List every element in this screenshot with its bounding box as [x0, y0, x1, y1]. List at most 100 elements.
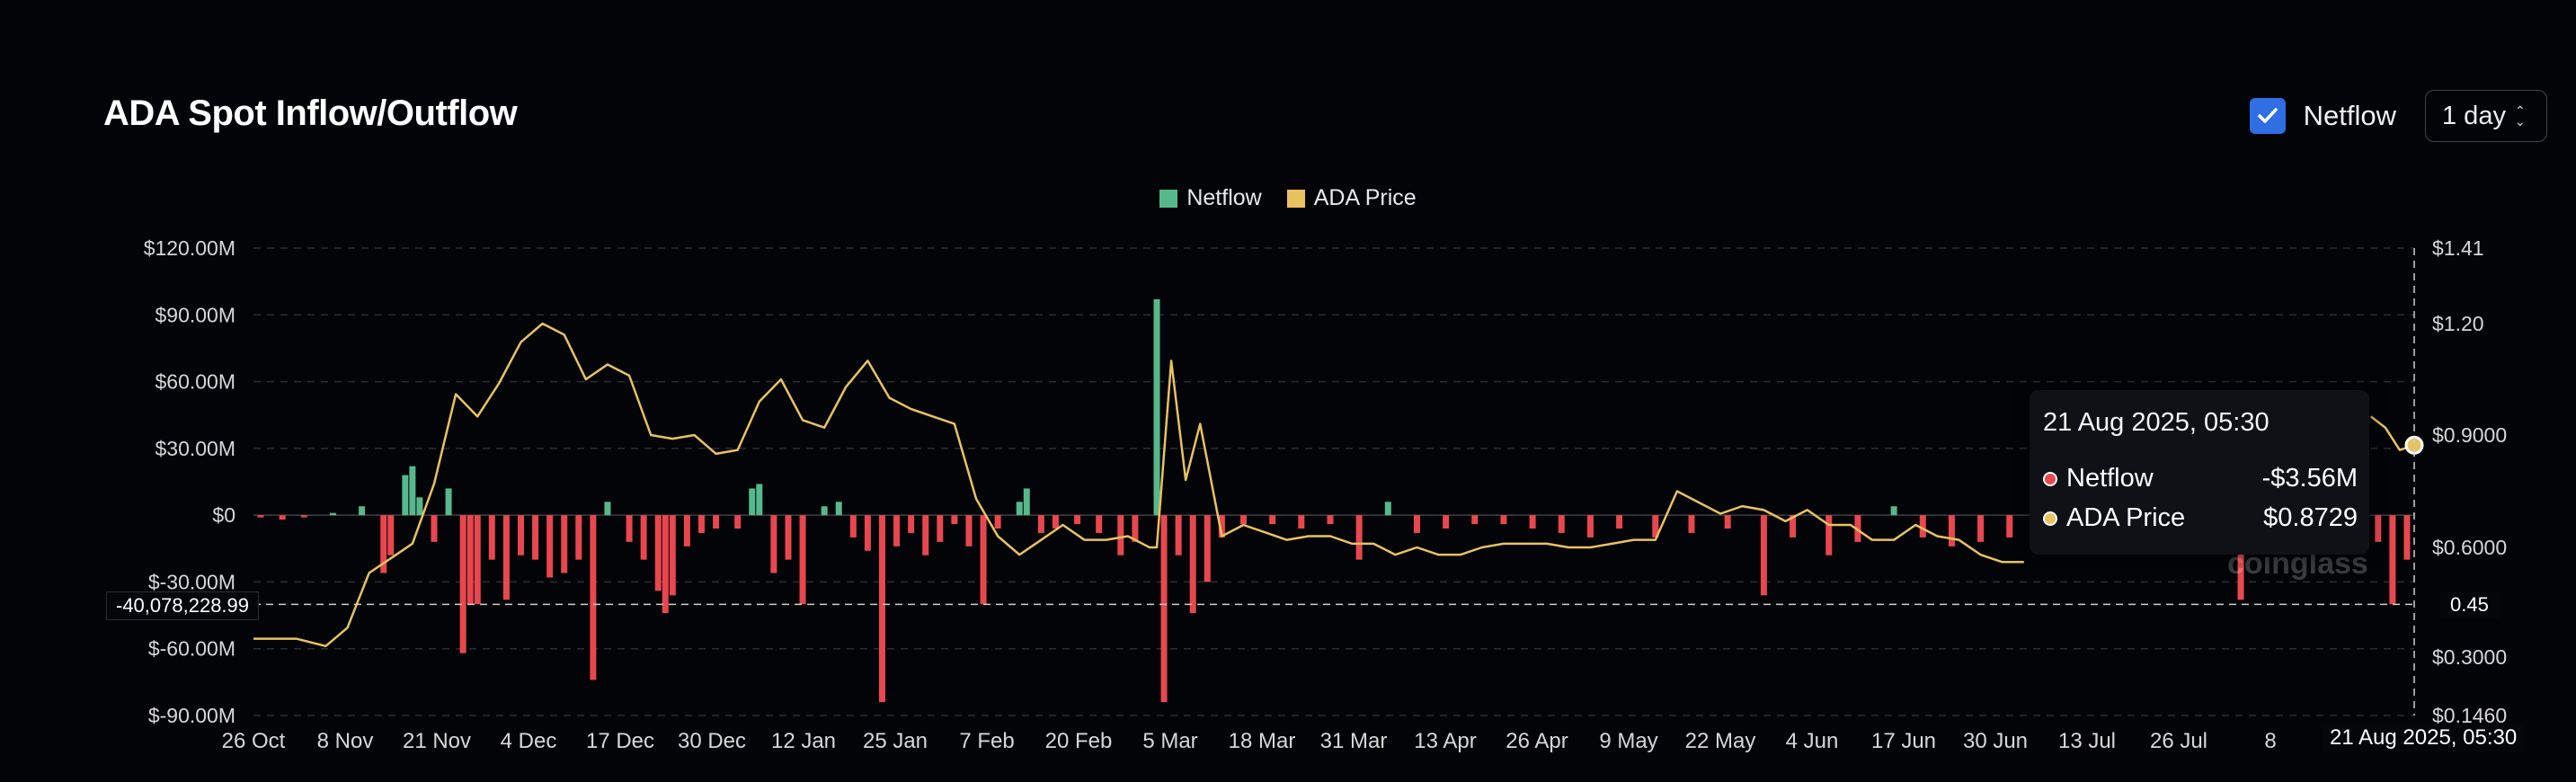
netflow-bar-negative [1652, 515, 1659, 538]
netflow-bar-negative [1977, 515, 1985, 542]
x-tick-label: 21 Nov [403, 729, 471, 753]
x-tick-label: 13 Apr [1414, 729, 1476, 753]
netflow-bar-negative [474, 515, 481, 605]
crosshair-y-label: -40,078,228.99 [106, 591, 260, 620]
netflow-bar-negative [1269, 515, 1276, 525]
x-tick-label: 30 Dec [678, 729, 746, 753]
netflow-bar-negative [626, 515, 633, 542]
legend-label-netflow: Netflow [1186, 185, 1262, 210]
tooltip-label-price: ADA Price [2066, 503, 2186, 532]
netflow-bar-negative [300, 515, 307, 518]
netflow-bar-negative [1298, 515, 1305, 529]
netflow-bar-negative [1074, 515, 1081, 525]
left-tick-label: $120.00M [144, 236, 235, 260]
netflow-bar-negative [1239, 515, 1247, 525]
netflow-bar-positive [749, 488, 756, 516]
netflow-bar-negative [654, 515, 662, 591]
netflow-bar-positive [416, 497, 423, 516]
tooltip-label-netflow: Netflow [2066, 464, 2154, 493]
netflow-bar-negative [532, 515, 539, 560]
netflow-bar-positive [1890, 506, 1897, 516]
netflow-bar-negative [669, 515, 676, 596]
netflow-bar-negative [1688, 515, 1695, 533]
netflow-bar-negative [734, 515, 742, 529]
netflow-checkbox[interactable] [2249, 98, 2286, 134]
left-tick-label: $30.00M [155, 437, 235, 460]
right-axis-ticks: $1.41 $1.20 $0.9000 $0.6000 $0.3000 $0.1460 [2432, 236, 2507, 727]
netflow-bar-negative [380, 515, 387, 573]
x-tick-label: 8 Nov [317, 729, 374, 753]
right-tick-label: $1.20 [2432, 312, 2484, 335]
netflow-bar-positive [1023, 488, 1030, 516]
netflow-bar-negative [922, 515, 929, 555]
netflow-bar-negative [1760, 515, 1767, 596]
legend-item-price[interactable]: ADA Price [1286, 185, 1417, 211]
netflow-bar-negative [965, 515, 973, 547]
netflow-bar-negative [1948, 515, 1955, 547]
right-tick-label: $0.1460 [2432, 704, 2507, 727]
netflow-bar-negative [994, 515, 1001, 529]
left-axis-ticks: $120.00M $90.00M $60.00M $30.00M $0 $-30.00M $… [144, 236, 235, 727]
netflow-bar-positive [1016, 502, 1023, 516]
netflow-bar-negative [937, 515, 944, 542]
netflow-bar-positive [445, 488, 452, 516]
netflow-bar-negative [2237, 515, 2244, 600]
tooltip-date: 21 Aug 2025, 05:30 [2043, 408, 2270, 437]
interval-select[interactable]: 1 day ⌃ ⌄ [2425, 90, 2547, 142]
chart-title: ADA Spot Inflow/Outflow [103, 93, 518, 133]
price-line-group [253, 322, 2424, 648]
netflow-bar-negative [1052, 515, 1059, 529]
netflow-bar-negative [257, 515, 264, 518]
netflow-bar-negative [279, 515, 286, 520]
left-tick-label: $-60.00M [148, 637, 235, 661]
right-tick-label: $1.41 [2432, 236, 2484, 260]
netflow-bar-negative [502, 515, 510, 600]
netflow-bar-negative [2375, 515, 2382, 542]
netflow-bar-negative [1854, 515, 1861, 542]
netflow-bar-negative [980, 515, 987, 605]
chart-controls: Netflow 1 day ⌃ ⌄ [2249, 90, 2547, 142]
left-tick-label: $0 [212, 503, 235, 527]
tooltip-dot-netflow [2043, 471, 2057, 486]
netflow-bar-negative [387, 515, 395, 555]
netflow-bar-positive [409, 466, 416, 516]
legend-item-netflow[interactable]: Netflow [1159, 185, 1262, 211]
netflow-bar-negative [1218, 515, 1225, 538]
netflow-bar-negative [1413, 515, 1420, 533]
netflow-bar-positive [821, 506, 828, 516]
left-tick-label: $60.00M [155, 370, 235, 394]
legend-label-price: ADA Price [1313, 185, 1417, 210]
netflow-bar-positive [329, 512, 336, 516]
left-tick-label: $90.00M [155, 303, 235, 326]
crosshair-price-label: 0.45 [2439, 591, 2500, 618]
x-axis-ticks: 26 Oct 8 Nov 21 Nov 4 Dec 17 Dec 30 Dec 12 Jan… [222, 729, 2277, 753]
tooltip-value-price: $0.8729 [2263, 503, 2358, 532]
interval-select-value: 1 day [2442, 101, 2506, 130]
netflow-bar-negative [431, 515, 438, 542]
legend-swatch-price [1286, 189, 1305, 208]
left-tick-label: $-30.00M [148, 570, 235, 593]
netflow-bar-negative [517, 515, 524, 555]
netflow-bars [253, 298, 2414, 703]
netflow-bar-negative [878, 515, 885, 703]
x-tick-label: 17 Jun [1871, 729, 1936, 753]
right-tick-label: $0.6000 [2432, 536, 2507, 559]
x-tick-label: 22 May [1685, 729, 1756, 753]
netflow-bar-negative [799, 515, 806, 605]
netflow-bar-negative [683, 515, 690, 547]
netflow-bar-negative [488, 515, 495, 560]
netflow-bar-positive [835, 502, 842, 516]
netflow-bar-negative [1037, 515, 1044, 533]
netflow-bar-negative [575, 515, 582, 560]
netflow-checkbox-label[interactable]: Netflow [2303, 100, 2396, 131]
netflow-bar-positive [402, 475, 409, 516]
netflow-bar-negative [770, 515, 777, 573]
netflow-bar-negative [1189, 515, 1196, 614]
x-tick-label: 17 Dec [586, 729, 654, 753]
right-tick-label: $0.9000 [2432, 423, 2507, 447]
netflow-bar-negative [466, 515, 474, 605]
x-tick-label: 4 Dec [501, 729, 557, 753]
netflow-bar-negative [1724, 515, 1731, 529]
legend-swatch-netflow [1159, 189, 1178, 208]
